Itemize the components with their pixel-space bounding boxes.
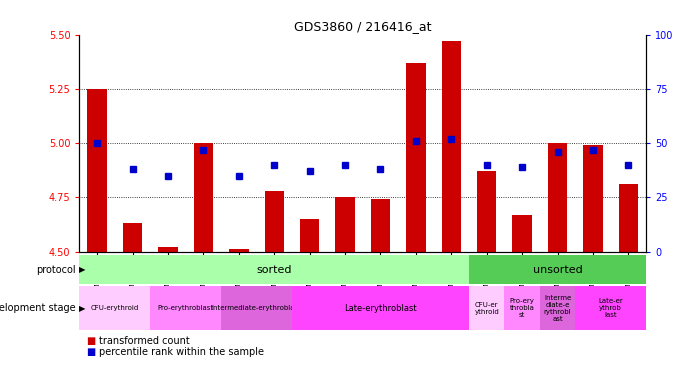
Text: Pro-erythroblast: Pro-erythroblast	[158, 305, 214, 311]
Text: development stage: development stage	[0, 303, 76, 313]
Text: ■: ■	[86, 347, 95, 357]
Bar	[406, 63, 426, 252]
Bar	[513, 215, 532, 252]
Bar	[583, 145, 603, 252]
Text: Intermediate-erythroblast: Intermediate-erythroblast	[211, 305, 301, 311]
Bar	[123, 223, 142, 252]
Bar	[335, 197, 354, 252]
Text: ▶: ▶	[79, 304, 85, 313]
Text: transformed count: transformed count	[99, 336, 189, 346]
Text: percentile rank within the sample: percentile rank within the sample	[99, 347, 264, 357]
Text: Pro-ery
throbla
st: Pro-ery throbla st	[510, 298, 535, 318]
Text: ■: ■	[86, 336, 95, 346]
Text: sorted: sorted	[256, 265, 292, 275]
Bar	[477, 171, 496, 252]
Bar	[618, 184, 638, 252]
Text: unsorted: unsorted	[533, 265, 583, 275]
Bar	[193, 143, 213, 252]
Bar	[442, 41, 461, 252]
Text: Late-er
ythrob
last: Late-er ythrob last	[598, 298, 623, 318]
Text: protocol: protocol	[37, 265, 76, 275]
Title: GDS3860 / 216416_at: GDS3860 / 216416_at	[294, 20, 431, 33]
Bar	[229, 249, 249, 252]
Bar	[300, 219, 319, 252]
Bar	[371, 199, 390, 252]
Text: CFU-er
ythroid: CFU-er ythroid	[474, 302, 499, 314]
Text: ▶: ▶	[79, 265, 85, 274]
Text: Interme
diate-e
rythrobl
ast: Interme diate-e rythrobl ast	[544, 295, 571, 322]
Text: CFU-erythroid: CFU-erythroid	[91, 305, 139, 311]
Bar	[265, 191, 284, 252]
Bar	[158, 247, 178, 252]
Bar	[548, 143, 567, 252]
Text: Late-erythroblast: Late-erythroblast	[344, 304, 417, 313]
Bar	[88, 89, 107, 252]
